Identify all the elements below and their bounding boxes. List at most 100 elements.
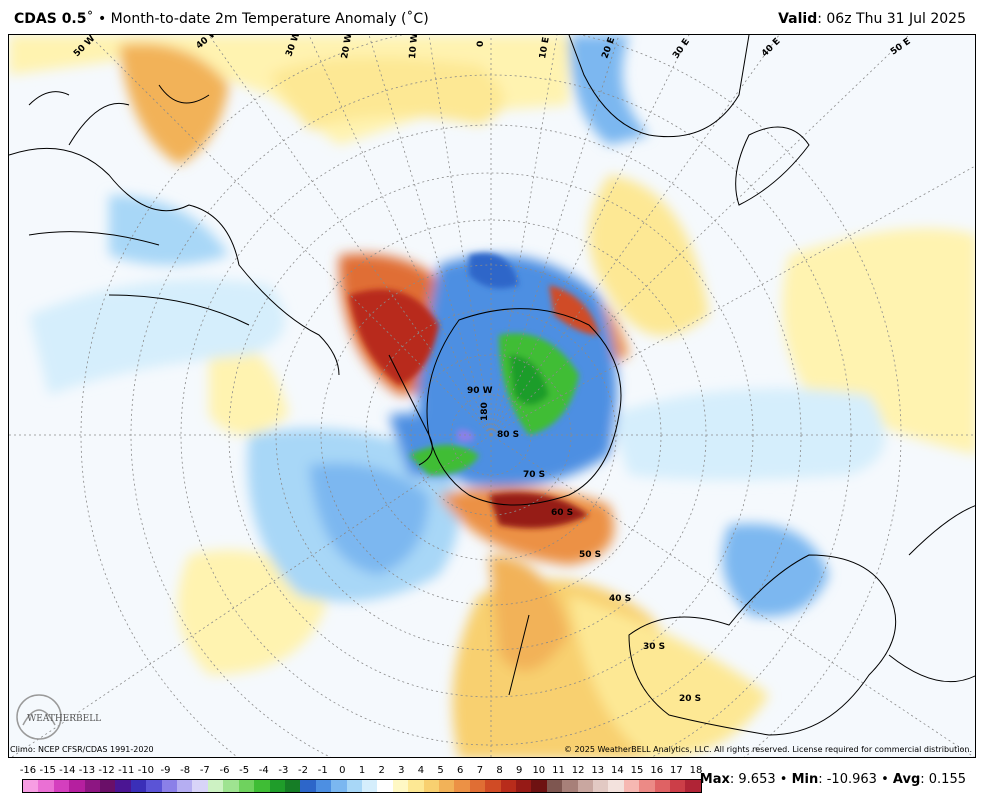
colorbar: -16 -15 -14 -13 -12 -11 -10 -9 -8 -7 -6 -5 -4 -3 -2 -1 0…	[19, 765, 703, 799]
colorbar-swatch	[639, 780, 655, 792]
lon-label-30e: 30 E	[671, 37, 692, 61]
anomaly-field	[9, 35, 975, 757]
colorbar-tick-label: 2	[378, 765, 385, 776]
valid-value: : 06z Thu 31 Jul 2025	[817, 11, 966, 27]
colorbar-swatch	[69, 780, 85, 792]
colorbar-tick-label: 11	[552, 765, 565, 776]
colorbar-swatch	[485, 780, 501, 792]
colorbar-swatch	[438, 780, 455, 792]
colorbar-tick-label: 8	[496, 765, 503, 776]
max-value: 9.653	[738, 772, 776, 787]
field-stats: Max: 9.653 • Min: -10.963 • Avg: 0.155	[699, 772, 966, 787]
max-label: Max	[699, 772, 730, 787]
stats-separator: •	[779, 772, 788, 787]
coastline-madagascar	[735, 126, 810, 206]
colorbar-swatch	[546, 780, 563, 792]
product-name: Month-to-date 2m Temperature Anomaly (˚C…	[110, 11, 429, 27]
avg-value: 0.155	[928, 772, 966, 787]
swirl-icon	[22, 709, 56, 726]
colorbar-tick-label: 9	[515, 765, 523, 776]
lat-label-70s: 70 S	[523, 470, 545, 480]
latitude-labels: 90 W 180 80 S 70 S 60 S 50 S 40 S 30 S 2…	[467, 386, 701, 704]
colorbar-swatch	[23, 780, 39, 792]
colorbar-labels: -16 -15 -14 -13 -12 -11 -10 -9 -8 -7 -6 -5 -4 -3 -2 -1 0…	[19, 765, 703, 779]
colorbar-swatch	[346, 780, 362, 792]
coastline-canada	[28, 231, 250, 326]
colorbar-tick-label: -11	[118, 765, 135, 776]
lat-label-20s: 20 S	[679, 694, 701, 704]
map-panel[interactable]: 50 W 40 W 30 W 20 W 10 W 0 10 E 20 E 30 …	[8, 34, 976, 758]
colorbar-tick-label: 16	[650, 765, 664, 776]
lon-label-50e: 50 E	[889, 37, 913, 58]
graticule	[9, 35, 975, 757]
colorbar-tick-label: 1	[358, 765, 366, 776]
colorbar-swatch	[177, 780, 193, 792]
colorbar-swatch	[654, 780, 671, 792]
lon-label-0: 0	[476, 41, 486, 47]
coastline-africa	[568, 35, 750, 138]
colorbar-swatch	[38, 780, 54, 792]
lon-label-20w: 20 W	[340, 35, 354, 60]
colorbar-tick-label: 15	[630, 765, 644, 776]
colorbar-swatch	[593, 780, 609, 792]
weatherbell-logo: WEATHERBELL	[16, 694, 101, 740]
coastline-indonesia	[888, 505, 975, 683]
colorbar-tick-label: -9	[160, 765, 171, 776]
colorbar-swatch	[377, 780, 393, 792]
colorbar-swatch	[623, 780, 640, 792]
colorbar-swatch	[207, 780, 224, 792]
lat-label-80s: 80 S	[497, 430, 519, 440]
colorbar-swatch	[192, 780, 208, 792]
colorbar-swatch	[670, 780, 686, 792]
colorbar-swatch	[223, 780, 239, 792]
colorbar-swatch	[516, 780, 532, 792]
colorbar-swatch	[269, 780, 285, 792]
coastline-antarctic-peninsula	[388, 354, 433, 466]
colorbar-swatch	[100, 780, 116, 792]
valid-label: Valid	[778, 11, 818, 27]
colorbar-swatch	[408, 780, 424, 792]
lat-label-50s: 50 S	[579, 550, 601, 560]
lat-label-60s: 60 S	[551, 508, 573, 518]
colorbar-tick-label: -5	[239, 765, 250, 776]
lon-label-10e: 10 E	[538, 36, 552, 59]
coastline-arctic-islands	[28, 84, 210, 146]
colorbar-tick-label: 7	[476, 765, 484, 776]
colorbar-tick-label: 17	[669, 765, 683, 776]
degree-symbol: ˚	[86, 11, 94, 27]
colorbar-tick-label: -15	[39, 765, 56, 776]
colorbar-tick-label: -14	[59, 765, 76, 776]
colorbar-tick-label: 4	[417, 765, 425, 776]
colorbar-tick-label: -7	[199, 765, 210, 776]
colorbar-swatch	[685, 780, 701, 792]
colorbar-tick-label: -16	[19, 765, 37, 776]
colorbar-swatch	[254, 780, 270, 792]
colorbar-swatch	[454, 780, 470, 792]
colorbar-swatch	[146, 780, 162, 792]
colorbar-tick-label: -8	[180, 765, 191, 776]
colorbar-tick-label: 5	[437, 765, 444, 776]
lon-label-40e: 40 E	[760, 37, 782, 59]
colorbar-tick-label: -6	[219, 765, 230, 776]
stats-separator: •	[881, 772, 889, 787]
colorbar-tick-label: 3	[398, 765, 405, 776]
title-bullet: •	[97, 11, 107, 27]
climo-note: Climo: NCEP CFSR/CDAS 1991-2020	[10, 745, 154, 754]
pole-label-180: 180	[480, 402, 490, 421]
colorbar-tick-label: -10	[137, 765, 155, 776]
colorbar-tick-label: 12	[571, 765, 585, 776]
min-label: Min	[791, 772, 819, 787]
colorbar-swatch	[531, 780, 547, 792]
colorbar-swatch	[608, 780, 624, 792]
colorbar-tick-label: 6	[457, 765, 464, 776]
coastlines	[9, 35, 975, 736]
colorbar-swatch	[469, 780, 486, 792]
valid-time: Valid: 06z Thu 31 Jul 2025	[778, 11, 966, 27]
lon-label-10w: 10 W	[408, 35, 420, 59]
avg-label: Avg	[892, 772, 921, 787]
colorbar-swatch	[84, 780, 101, 792]
colorbar-swatch	[331, 780, 347, 792]
colorbar-swatch	[53, 780, 70, 792]
colorbar-swatch	[315, 780, 332, 792]
colorbar-swatch	[161, 780, 178, 792]
